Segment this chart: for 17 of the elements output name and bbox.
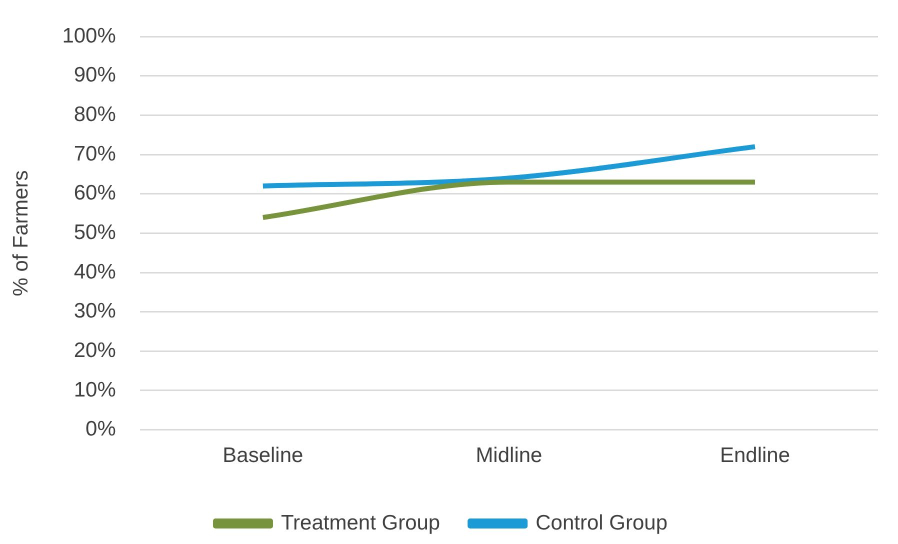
y-tick-label: 90% — [74, 64, 116, 87]
y-tick-label: 20% — [74, 338, 116, 362]
legend-label: Treatment Group — [280, 511, 440, 534]
y-tick-label: 10% — [74, 378, 116, 402]
y-tick-label: 80% — [74, 103, 116, 126]
y-tick-label: 100% — [62, 24, 116, 48]
x-tick-label: Baseline — [222, 444, 304, 468]
y-tick-label: 40% — [74, 260, 116, 284]
legend-label: Control Group — [536, 511, 668, 534]
y-tick-label: 30% — [74, 300, 116, 323]
x-tick-label: Endline — [720, 444, 790, 468]
y-tick-label: 50% — [74, 220, 116, 244]
y-axis-title: % of Farmers — [9, 170, 32, 296]
y-tick-label: 0% — [86, 418, 116, 441]
y-tick-label: 70% — [74, 142, 116, 166]
x-tick-label: Midline — [476, 444, 542, 468]
y-tick-label: 60% — [74, 182, 116, 205]
